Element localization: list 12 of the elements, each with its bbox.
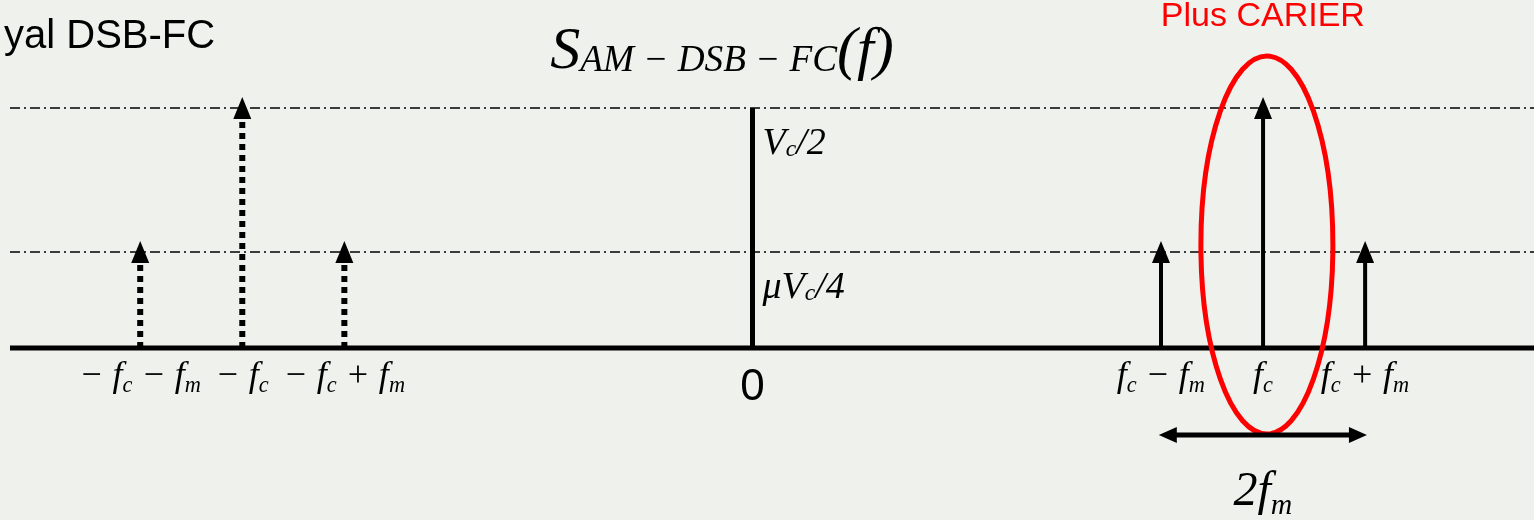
x-tick-label: f$_{c}$ − f$_{m}$ <box>1116 354 1205 398</box>
x-tick-label: f$_{c}$ <box>1252 354 1273 398</box>
ref-line-label: μVc/4 <box>761 264 845 306</box>
x-tick-label: f$_{c}$ + f$_{m}$ <box>1320 354 1410 398</box>
x-tick-label: − f$_{c}$ + f$_{m}$ <box>283 354 405 398</box>
text: 2f$_{m}$ <box>1233 462 1293 520</box>
x-tick-label: − f$_{c}$ <box>215 354 269 398</box>
x-tick-label: 0 <box>740 360 765 409</box>
text: Plus CARIER <box>1160 0 1365 33</box>
x-tick-label: − f$_{c}$ − f$_{m}$ <box>79 354 201 398</box>
ref-line-label: Vc/2 <box>762 120 826 162</box>
text: yal DSB-FC <box>4 12 216 56</box>
